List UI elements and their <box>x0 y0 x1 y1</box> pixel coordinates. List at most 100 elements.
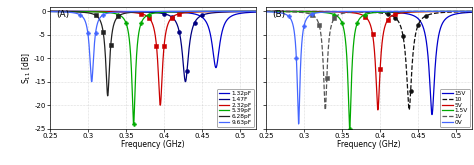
1V <box>469 10 474 12</box>
15V <box>263 10 269 12</box>
5V <box>469 10 474 12</box>
0V <box>286 16 292 18</box>
2.32pF <box>227 11 232 13</box>
1.47F <box>182 81 188 83</box>
15V <box>286 10 292 12</box>
15V <box>443 18 448 20</box>
5.39pF <box>227 10 232 12</box>
1V <box>286 11 292 13</box>
Line: 9.63pF: 9.63pF <box>50 11 255 82</box>
X-axis label: Frequency (GHz): Frequency (GHz) <box>337 140 401 149</box>
9.63pF <box>253 10 258 12</box>
Legend: 1.32pF, 1.47F, 2.32pF, 5.39pF, 6.28pF, 9.63pF: 1.32pF, 1.47F, 2.32pF, 5.39pF, 6.28pF, 9… <box>217 89 254 127</box>
Line: 2.32pF: 2.32pF <box>50 11 255 105</box>
5V <box>375 109 381 111</box>
0V <box>263 11 269 13</box>
1.32pF <box>82 10 88 12</box>
1.47F <box>249 11 255 13</box>
15V <box>351 11 356 13</box>
10 <box>263 10 269 12</box>
Line: 15V: 15V <box>266 11 472 115</box>
5.39pF <box>253 10 258 12</box>
0V <box>443 10 448 12</box>
Legend: 15V, 10, 5V, 1.5V, 1V, 0V: 15V, 10, 5V, 1.5V, 1V, 0V <box>440 89 470 127</box>
5.39pF <box>131 123 137 125</box>
5V <box>351 12 356 14</box>
1.32pF <box>71 10 76 12</box>
Line: 10: 10 <box>266 11 472 110</box>
15V <box>342 11 347 13</box>
5.39pF <box>249 10 255 12</box>
9.63pF <box>89 81 94 83</box>
9.63pF <box>47 11 53 13</box>
1.47F <box>227 11 232 13</box>
1.5V <box>351 41 356 43</box>
10 <box>351 11 356 13</box>
6.28pF <box>135 11 140 13</box>
2.32pF <box>71 10 76 12</box>
9.63pF <box>126 11 132 13</box>
0V <box>469 10 474 12</box>
0V <box>296 123 301 125</box>
Line: 5.39pF: 5.39pF <box>50 11 255 124</box>
10 <box>286 10 292 12</box>
1.5V <box>299 11 304 13</box>
1.5V <box>465 10 471 12</box>
1.47F <box>126 11 131 13</box>
1.32pF <box>213 67 219 69</box>
5V <box>286 10 292 12</box>
1.5V <box>286 11 292 13</box>
15V <box>465 12 471 14</box>
1.5V <box>347 128 353 130</box>
10 <box>342 11 347 13</box>
2.32pF <box>135 12 140 14</box>
1.47F <box>253 11 258 13</box>
2.32pF <box>47 10 53 12</box>
1.5V <box>469 10 474 12</box>
1.32pF <box>135 11 140 13</box>
X-axis label: Frequency (GHz): Frequency (GHz) <box>121 140 184 149</box>
1.5V <box>342 34 347 36</box>
10 <box>465 11 471 13</box>
1.32pF <box>249 11 255 13</box>
Line: 1.5V: 1.5V <box>266 11 472 129</box>
9.63pF <box>227 10 232 12</box>
1.32pF <box>227 16 232 18</box>
6.28pF <box>249 10 255 12</box>
0V <box>342 11 347 13</box>
9.63pF <box>82 21 88 23</box>
10 <box>469 11 474 13</box>
1V <box>299 11 304 13</box>
Text: (B): (B) <box>272 10 285 19</box>
5V <box>263 10 269 12</box>
Line: 0V: 0V <box>266 11 472 124</box>
6.28pF <box>126 12 132 14</box>
1V <box>263 11 269 13</box>
9.63pF <box>249 10 255 12</box>
Line: 5V: 5V <box>266 11 472 110</box>
1.47F <box>82 10 88 12</box>
9.63pF <box>71 12 76 14</box>
5V <box>465 10 471 12</box>
15V <box>469 11 474 13</box>
1V <box>322 109 328 111</box>
6.28pF <box>47 11 53 13</box>
1.32pF <box>253 11 258 13</box>
5V <box>299 10 304 12</box>
1.5V <box>443 10 448 12</box>
0V <box>299 45 304 47</box>
5.39pF <box>82 11 88 13</box>
15V <box>299 10 304 12</box>
1.5V <box>263 10 269 12</box>
Line: 1V: 1V <box>266 11 472 110</box>
5.39pF <box>47 10 53 12</box>
6.28pF <box>227 10 232 12</box>
Line: 6.28pF: 6.28pF <box>50 11 255 96</box>
Y-axis label: S$_{11}$ [dB]: S$_{11}$ [dB] <box>20 52 33 83</box>
2.32pF <box>157 104 163 106</box>
5V <box>443 11 448 13</box>
1.32pF <box>126 10 131 12</box>
Text: (A): (A) <box>56 10 69 19</box>
1V <box>342 12 347 14</box>
2.32pF <box>126 11 131 13</box>
